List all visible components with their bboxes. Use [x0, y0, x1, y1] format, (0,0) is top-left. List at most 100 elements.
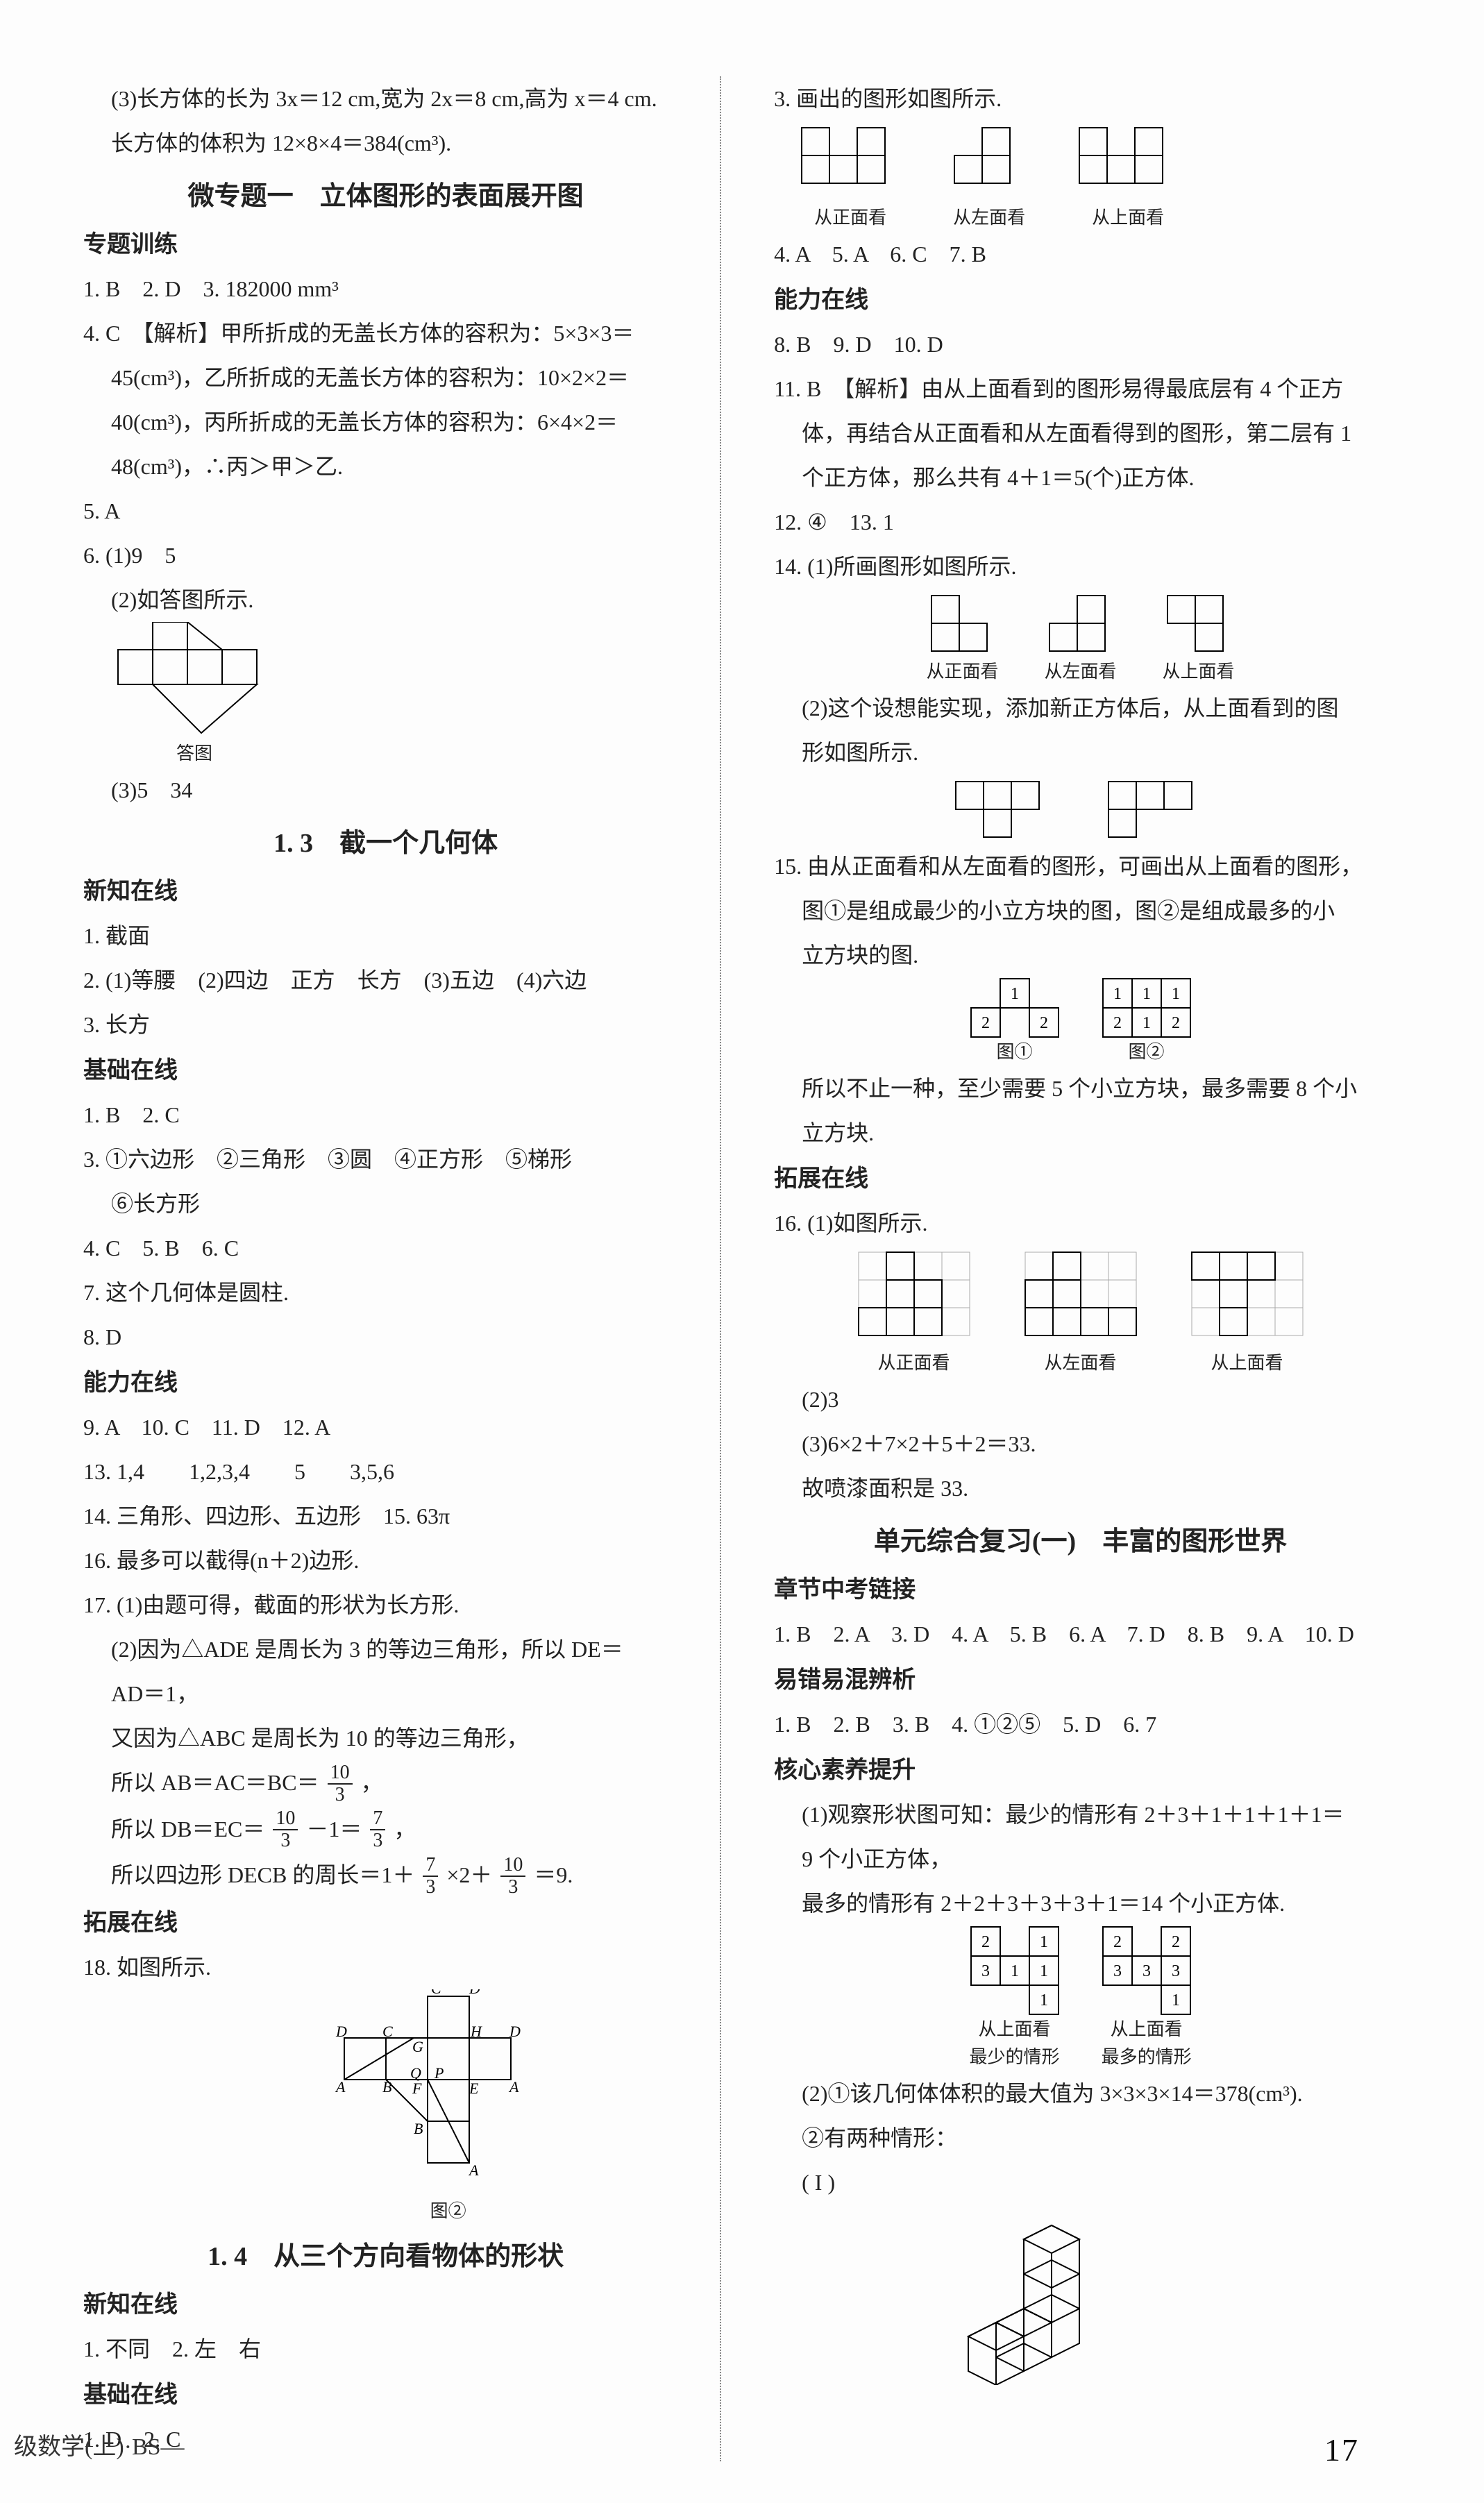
- ans-line: 6. (1)9 5: [83, 533, 688, 578]
- svg-text:2: 2: [1040, 1014, 1048, 1032]
- view-front-svg: [795, 121, 906, 204]
- ans-line: 4. A 5. A 6. C 7. B: [774, 232, 1387, 276]
- grid-min: 213111 从上面看 最少的情形: [970, 1925, 1060, 2071]
- ans-line: 3. ①六边形 ②三角形 ③圆 ④正方形 ⑤梯形: [83, 1137, 688, 1181]
- ans-line: AD＝1，: [83, 1671, 688, 1716]
- subheading: 能力在线: [774, 279, 1387, 322]
- view-front-svg: [852, 1245, 977, 1349]
- svg-text:3: 3: [981, 1962, 990, 1980]
- subheading: 章节中考链接: [774, 1569, 1387, 1612]
- svg-text:D: D: [335, 2023, 347, 2040]
- svg-text:1: 1: [1011, 985, 1019, 1003]
- text: 所以 AB＝AC＝BC＝: [111, 1770, 319, 1795]
- figure-net-svg: CD DC GH D AB QP FE A B A: [323, 1989, 573, 2198]
- top-view-a-svg: [949, 775, 1060, 844]
- frac-den: 3: [273, 1830, 298, 1851]
- view-front: 从正面看: [852, 1245, 977, 1377]
- svg-text:3: 3: [1172, 1962, 1180, 1980]
- figure-caption: 最少的情形: [970, 2043, 1060, 2071]
- ans-line: 12. ④ 13. 1: [774, 500, 1387, 544]
- text: ，: [361, 1770, 383, 1795]
- svg-text:G: G: [412, 2038, 423, 2055]
- view-caption: 从左面看: [1045, 658, 1117, 686]
- view-caption: 从上面看: [1092, 204, 1164, 232]
- subheading: 基础在线: [83, 2374, 688, 2417]
- ans-line: 立方块的图.: [774, 933, 1387, 977]
- figure-caption: 图②: [1129, 1038, 1165, 1066]
- view-left: 从左面看: [947, 121, 1031, 232]
- ans-line: (2)①该几何体体积的最大值为 3×3×3×14＝378(cm³).: [774, 2071, 1387, 2116]
- svg-text:1: 1: [1040, 1991, 1048, 2009]
- num-grid: 213111: [970, 1925, 1060, 2016]
- view-top-svg: [1072, 121, 1183, 204]
- subheading: 能力在线: [83, 1362, 688, 1405]
- section-title: 1. 4 从三个方向看物体的形状: [83, 2232, 688, 2281]
- ans-line: 所以四边形 DECB 的周长＝1＋ 73 ×2＋ 103 ＝9.: [83, 1853, 688, 1899]
- svg-text:1: 1: [1172, 985, 1180, 1003]
- ans-line: (2)这个设想能实现，添加新正方体后，从上面看到的图: [774, 686, 1387, 730]
- view-left: 从左面看: [1043, 589, 1119, 686]
- figure-unfold: 答图: [111, 622, 688, 768]
- ans-line: 1. 不同 2. 左 右: [83, 2327, 688, 2371]
- ans-line: 所以 DB＝EC＝ 103 －1＝ 73 ，: [83, 1807, 688, 1853]
- svg-text:H: H: [470, 2023, 482, 2040]
- view-caption: 从上面看: [1163, 658, 1235, 686]
- svg-text:C: C: [382, 2023, 393, 2040]
- ans-line: 14. 三角形、四边形、五边形 15. 63π: [83, 1494, 688, 1538]
- ans-line: 9 个小正方体，: [774, 1837, 1387, 1881]
- three-views-2: 从正面看 从左面看: [774, 589, 1387, 686]
- fraction: 103: [328, 1762, 353, 1805]
- view-caption: 从左面看: [1045, 1349, 1117, 1377]
- text: ＝9.: [534, 1862, 573, 1887]
- view-caption: 从正面看: [878, 1349, 950, 1377]
- svg-text:1: 1: [1172, 1991, 1180, 2009]
- figure-caption: 最多的情形: [1102, 2043, 1192, 2071]
- ans-line: 1. B 2. D 3. 182000 mm³: [83, 267, 688, 311]
- ans-line: 13. 1,4 1,2,3,4 5 3,5,6: [83, 1449, 688, 1494]
- svg-text:2: 2: [1172, 1014, 1180, 1032]
- figure-caption: 图①: [997, 1038, 1033, 1066]
- ans-line: 所以不止一种，至少需要 5 个小立方块，最多需要 8 个小: [774, 1066, 1387, 1111]
- num-grid: 223331: [1102, 1925, 1192, 2016]
- subheading: 拓展在线: [774, 1158, 1387, 1201]
- ans-line: 最多的情形有 2＋2＋3＋3＋3＋1＝14 个小正方体.: [774, 1881, 1387, 1925]
- ans-line: 1. 截面: [83, 913, 688, 958]
- view-top: 从上面看: [1161, 589, 1237, 686]
- footer-left: 级数学(上)·BS—: [14, 2427, 185, 2461]
- svg-text:2: 2: [981, 1933, 990, 1951]
- figure-unfold-svg: [111, 622, 278, 740]
- text: 所以 DB＝EC＝: [111, 1817, 264, 1842]
- ans-line: 立方块.: [774, 1111, 1387, 1155]
- page: (3)长方体的长为 3x＝12 cm,宽为 2x＝8 cm,高为 x＝4 cm.…: [0, 0, 1484, 2503]
- svg-text:B: B: [414, 2120, 423, 2137]
- fraction: 103: [500, 1855, 525, 1898]
- svg-text:2: 2: [1113, 1014, 1122, 1032]
- ans-line: 48(cm³)，∴丙＞甲＞乙.: [83, 444, 688, 489]
- frac-den: 3: [423, 1877, 438, 1898]
- subheading: 专题训练: [83, 224, 688, 267]
- view-left-svg: [1018, 1245, 1143, 1349]
- text: 长方体的体积为 12×8×4＝384(cm³).: [83, 121, 688, 165]
- svg-text:E: E: [469, 2080, 479, 2097]
- ans-line: (3)5 34: [83, 768, 688, 812]
- ans-line: 16. (1)如图所示.: [774, 1201, 1387, 1245]
- three-views-3: 从正面看: [774, 1245, 1387, 1377]
- ans-line: 5. A: [83, 489, 688, 533]
- view-front: 从正面看: [925, 589, 1001, 686]
- ans-line: 18. 如图所示.: [83, 1945, 688, 1989]
- text: (3)长方体的长为 3x＝12 cm,宽为 2x＝8 cm,高为 x＝4 cm.: [83, 76, 688, 121]
- numbered-grids: 122 图① 111212 图②: [774, 977, 1387, 1066]
- ans-line: 形如图所示.: [774, 730, 1387, 775]
- section-title: 单元综合复习(一) 丰富的图形世界: [774, 1517, 1387, 1566]
- svg-text:A: A: [468, 2161, 479, 2179]
- svg-text:1: 1: [1040, 1962, 1048, 1980]
- right-column: 3. 画出的图形如图所示. 从正面看: [749, 76, 1387, 2461]
- svg-text:A: A: [508, 2078, 519, 2096]
- view-left: 从左面看: [1018, 1245, 1143, 1377]
- ans-line: 3. 画出的图形如图所示.: [774, 76, 1387, 121]
- num-grid: 111212: [1102, 977, 1192, 1038]
- text: ，: [394, 1817, 416, 1842]
- frac-den: 3: [328, 1785, 353, 1805]
- grid-fig2: 111212 图②: [1102, 977, 1192, 1066]
- figure-caption: 从上面看: [1111, 2016, 1183, 2043]
